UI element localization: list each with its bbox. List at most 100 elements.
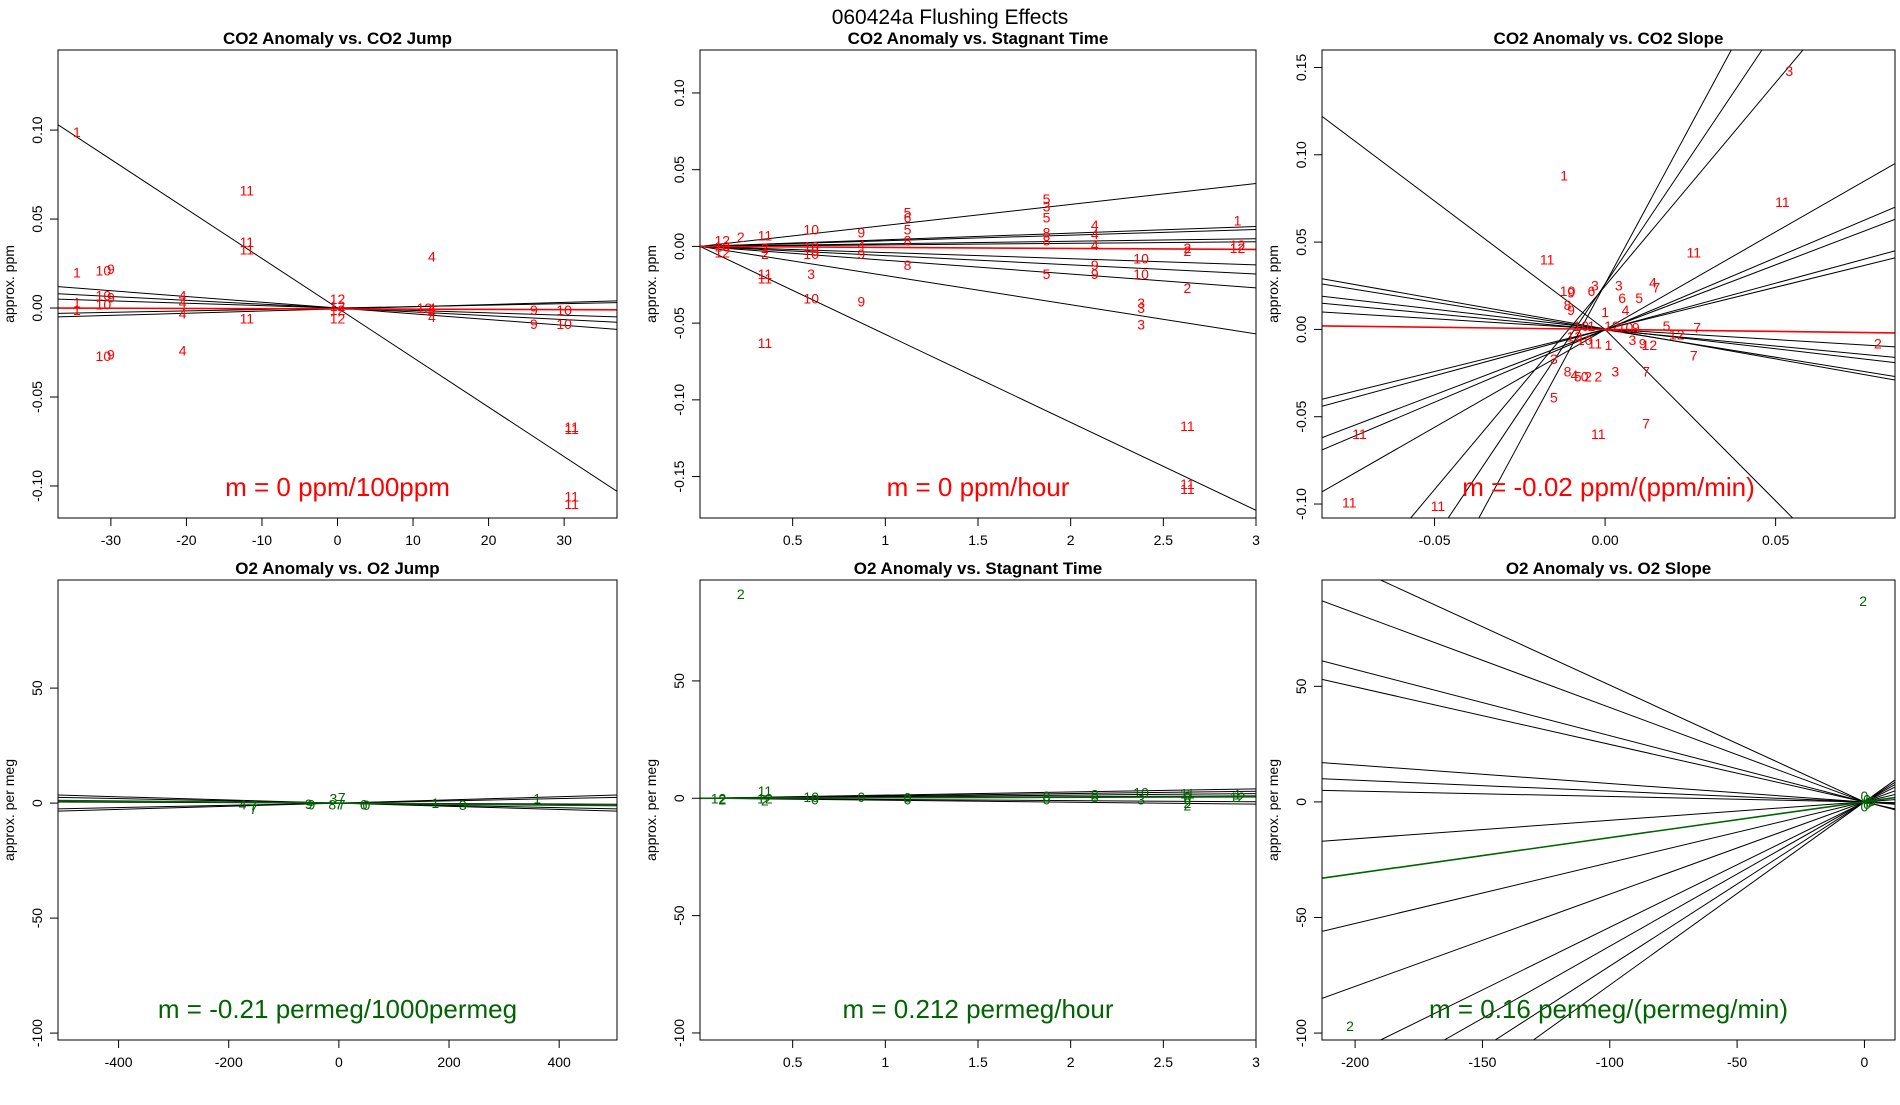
data-point-label: 8 (1564, 363, 1572, 379)
data-point-label: 3 (1137, 791, 1145, 807)
data-point-label: 0 (1868, 793, 1876, 809)
x-tick-label: -200 (1341, 1054, 1369, 1070)
series-line (1322, 799, 1895, 842)
data-point-label: 11 (1180, 476, 1195, 492)
data-point-label: 0 (857, 789, 865, 805)
x-tick-label: 0.5 (783, 1054, 803, 1070)
data-point-label: 3 (807, 266, 815, 282)
data-point-label: 7 (250, 801, 258, 817)
series-line (1380, 580, 1865, 803)
slope-annotation: m = 0 ppm/100ppm (225, 472, 450, 502)
series-line (1410, 50, 1804, 518)
data-point-label: 12 (1604, 318, 1620, 334)
data-point-label: 0 (1861, 799, 1869, 815)
data-point-label: 11 (758, 271, 773, 287)
data-point-label: 5 (1550, 390, 1558, 406)
series-line (700, 225, 1256, 247)
y-tick-label: -0.10 (29, 470, 45, 502)
series-line (1322, 789, 1895, 804)
data-point-label: 8 (904, 257, 912, 273)
data-point-label: 4 (1091, 237, 1099, 253)
y-axis-label: approx. per meg (1265, 759, 1281, 861)
y-tick-label: 0 (29, 799, 45, 807)
series-line (700, 245, 1256, 335)
y-tick-label: -100 (29, 1019, 45, 1047)
data-point-label: 7 (250, 797, 258, 813)
x-tick-label: 1 (881, 1054, 889, 1070)
series-line (1322, 790, 1895, 999)
data-point-label: 8 (904, 232, 912, 248)
data-point-label: 12 (330, 291, 346, 307)
data-point-label: 3 (1043, 199, 1051, 215)
x-tick-label: 20 (481, 532, 497, 548)
data-point-label: 7 (1693, 320, 1701, 336)
series-line (700, 182, 1256, 247)
data-point-label: 9 (305, 796, 313, 812)
data-point-label: 3 (1615, 278, 1623, 294)
data-point-label: 12 (417, 300, 433, 316)
y-tick-label: 0.05 (671, 156, 687, 183)
data-point-label: 3 (1137, 295, 1145, 311)
data-point-label: 10 (803, 789, 819, 805)
data-point-label: 8 (1043, 225, 1051, 241)
data-point-label: 8 (1043, 232, 1051, 248)
slope-annotation: m = 0 ppm/hour (887, 472, 1070, 502)
data-point-label: 11 (1180, 418, 1195, 434)
data-point-label: 4 (179, 343, 187, 359)
data-point-label: 4 (1622, 302, 1630, 318)
x-tick-label: 0.00 (1591, 532, 1618, 548)
data-point-label: 3 (1628, 332, 1636, 348)
data-point-label: 11 (1431, 498, 1446, 514)
data-point-label: 12 (714, 232, 730, 248)
data-point-label: 10 (96, 263, 112, 279)
series-line (1494, 781, 1895, 1040)
data-point-label: 6 (904, 209, 912, 225)
data-point-label: 5 (1663, 318, 1671, 334)
data-point-label: 10 (1573, 318, 1589, 334)
data-point-label: 4 (179, 288, 187, 304)
data-point-label: 11 (240, 234, 255, 250)
data-point-label: 11 (1352, 426, 1367, 442)
data-point-label: 0 (1581, 369, 1589, 385)
data-point-label: 11 (1775, 194, 1790, 210)
series-line (1322, 600, 1865, 803)
x-tick-label: 1 (881, 532, 889, 548)
data-point-label: 11 (240, 311, 255, 327)
y-tick-label: 0.00 (671, 233, 687, 260)
data-point-label: 10 (1560, 283, 1576, 299)
data-point-label: 1 (73, 295, 81, 311)
series-line (1604, 329, 1794, 518)
x-tick-label: -200 (215, 1054, 243, 1070)
panel-o2-time: O2 Anomaly vs. Stagnant Time approx. per … (643, 559, 1260, 1070)
data-point-label: 4 (1091, 217, 1099, 233)
y-tick-label: 0.10 (29, 116, 45, 143)
x-tick-label: 0 (335, 1054, 343, 1070)
data-point-label: 10 (96, 288, 112, 304)
x-tick-label: -20 (176, 532, 196, 548)
data-point-label: 1 (1234, 212, 1242, 228)
y-tick-label: 0.15 (1293, 54, 1309, 81)
y-tick-label: -50 (1293, 907, 1309, 927)
panel-o2-slope: O2 Anomaly vs. O2 Slope approx. per meg 2 2… (1265, 559, 1896, 1070)
x-tick-label: -10 (252, 532, 272, 548)
y-tick-label: -0.10 (1293, 488, 1309, 520)
data-point-label: 6 (360, 796, 368, 812)
data-point-label: 5 (1635, 290, 1643, 306)
data-point-label: 5 (1043, 266, 1051, 282)
data-point-label: 2 (1184, 243, 1192, 259)
y-axis-label: approx. ppm (643, 245, 659, 323)
y-tick-label: -0.15 (671, 460, 687, 492)
data-point-label: 12 (1230, 237, 1246, 253)
fit-line (700, 795, 1256, 800)
data-point-label: 7 (1652, 279, 1660, 295)
data-point-label: 10 (1618, 320, 1634, 336)
plot-frame (57, 49, 618, 519)
data-point-label: 10 (1577, 332, 1593, 348)
data-point-label: 9 (1567, 285, 1575, 301)
y-tick-label: 0.05 (29, 205, 45, 232)
data-point-label: 1 (1588, 318, 1596, 334)
series-line (700, 245, 1256, 275)
